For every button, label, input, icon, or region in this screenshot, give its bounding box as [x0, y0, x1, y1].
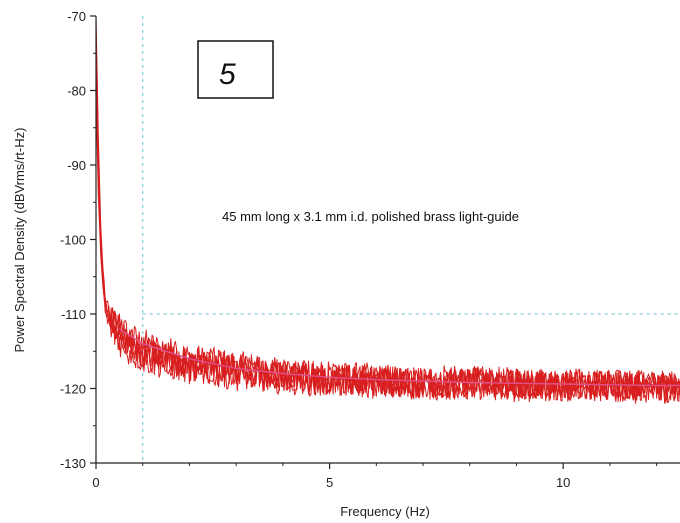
- x-ticks: 0 5 10: [92, 463, 658, 490]
- y-axis-title: Power Spectral Density (dBVrms/rt-Hz): [12, 128, 27, 353]
- y-tick-label: -90: [67, 158, 86, 173]
- x-axis-title: Frequency (Hz): [340, 504, 430, 519]
- panel-label: 5: [219, 58, 236, 91]
- series-traces: [95, 15, 680, 404]
- y-tick-label: -130: [60, 456, 86, 471]
- average-trace-line: [119, 328, 680, 387]
- average-trace: [119, 328, 680, 387]
- reference-lines: [142, 16, 680, 463]
- y-tick-label: -120: [60, 382, 86, 397]
- x-tick-label: 0: [92, 475, 99, 490]
- chart-annotation: 45 mm long x 3.1 mm i.d. polished brass …: [222, 209, 519, 224]
- y-tick-label: -110: [61, 307, 86, 322]
- y-tick-label: -70: [67, 9, 86, 24]
- y-tick-label: -80: [67, 84, 86, 99]
- panel-label-frame: [197, 40, 274, 99]
- x-tick-label: 5: [326, 475, 333, 490]
- series-trace-5: [95, 97, 680, 404]
- panel-label-box: 5: [197, 40, 274, 99]
- y-tick-label: -100: [60, 233, 86, 248]
- x-tick-label: 10: [556, 475, 570, 490]
- y-ticks: -130 -120 -110 -100 -90 -80 -70: [60, 9, 96, 471]
